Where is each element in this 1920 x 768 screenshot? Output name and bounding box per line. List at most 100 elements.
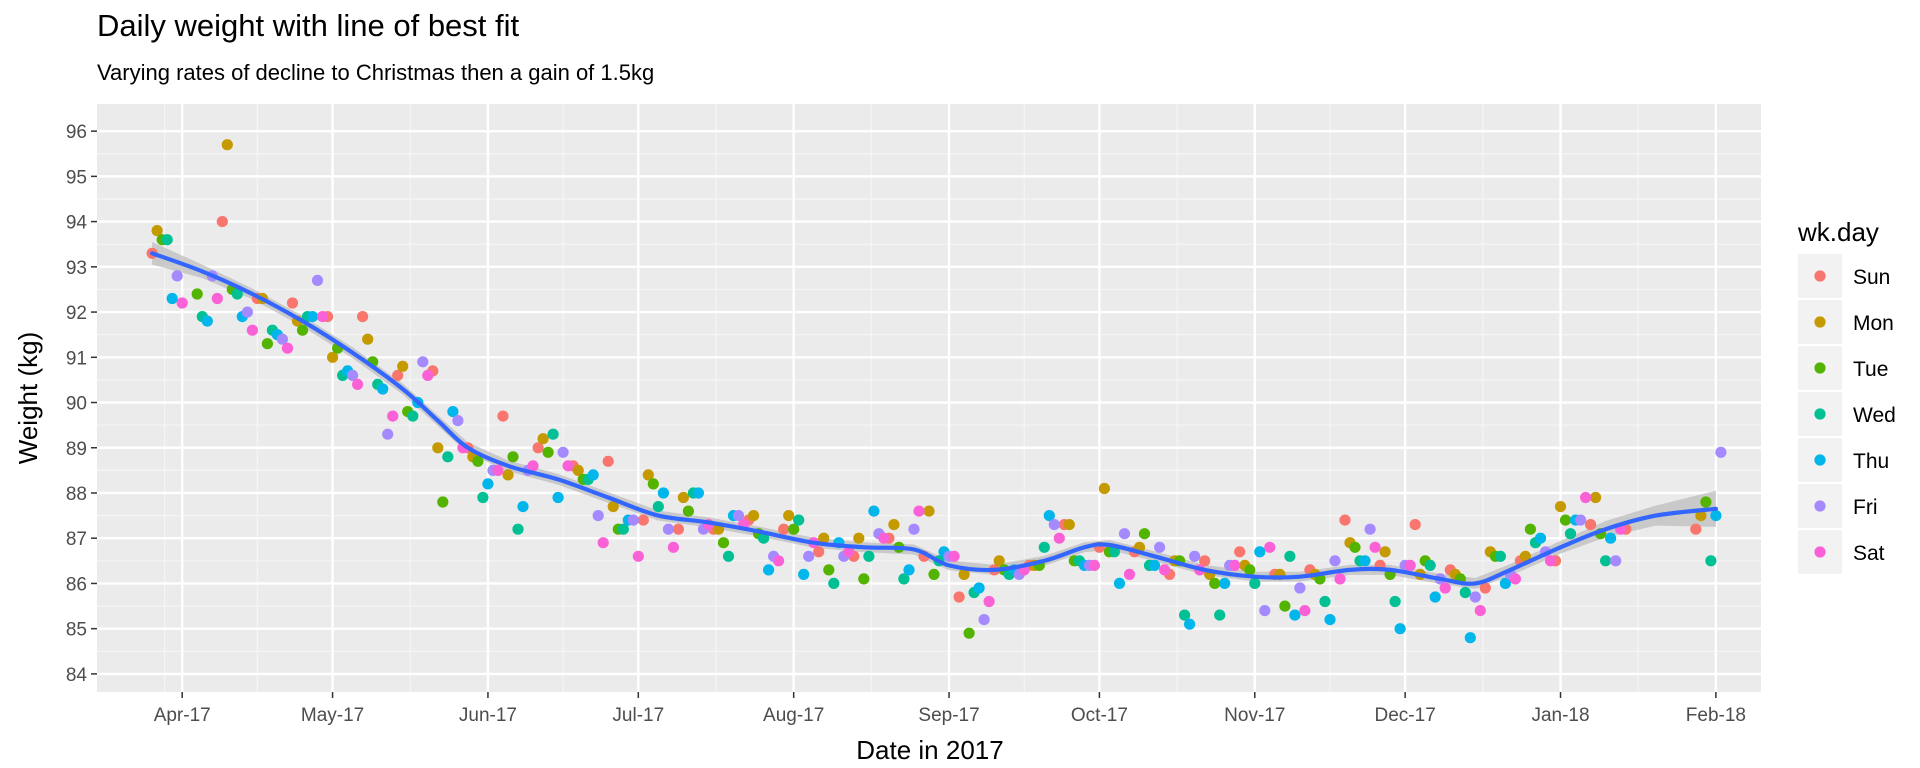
data-point-wed — [898, 573, 910, 585]
data-point-sat — [422, 369, 434, 381]
data-point-thu — [868, 505, 880, 517]
data-point-sun — [1690, 523, 1702, 535]
data-point-mon — [783, 509, 795, 522]
data-point-tue — [542, 446, 554, 458]
data-point-fri — [452, 415, 464, 427]
data-point-fri — [1364, 523, 1376, 535]
data-point-mon — [993, 555, 1005, 567]
data-point-tue — [296, 324, 309, 336]
data-point-sun — [637, 514, 649, 526]
data-point-sat — [632, 550, 644, 562]
data-point-fri — [1189, 550, 1201, 562]
y-tick-label: 84 — [66, 665, 88, 686]
data-point-wed — [617, 523, 629, 535]
data-point-sat — [1544, 555, 1557, 567]
data-point-mon — [151, 225, 163, 237]
data-point-thu — [903, 564, 915, 576]
chart-title: Daily weight with line of best fit — [97, 8, 520, 43]
data-point-tue — [437, 496, 449, 508]
y-tick-label: 88 — [66, 484, 87, 505]
data-point-thu — [1184, 618, 1196, 630]
data-point-wed — [1108, 546, 1120, 558]
data-point-sat — [1299, 605, 1311, 617]
data-point-fri — [382, 428, 394, 440]
data-point-sat — [1509, 573, 1521, 585]
x-tick-label: Jul-17 — [612, 705, 664, 726]
data-point-thu — [1148, 559, 1161, 572]
data-point-sat — [211, 292, 223, 305]
data-point-thu — [1219, 577, 1231, 590]
data-point-wed — [1564, 528, 1577, 540]
data-point-tue — [928, 568, 940, 581]
data-point-sat — [1369, 541, 1381, 553]
data-point-tue — [1279, 600, 1291, 612]
data-point-thu — [201, 315, 213, 327]
data-point-thu — [552, 491, 564, 504]
data-point-thu — [1534, 532, 1547, 544]
data-point-mon — [537, 433, 549, 445]
data-point-mon — [362, 333, 374, 345]
data-point-thu — [1710, 509, 1722, 522]
smooth-line-group — [150, 251, 1718, 586]
data-point-fri — [1610, 555, 1622, 567]
data-point-thu — [377, 383, 389, 395]
data-point-sat — [1439, 582, 1451, 594]
legend-title: wk.day — [1797, 217, 1879, 247]
data-point-sat — [246, 324, 258, 336]
data-point-mon — [677, 491, 690, 504]
data-point-mon — [397, 360, 409, 372]
data-point-sat — [316, 311, 329, 323]
data-point-thu — [692, 487, 705, 499]
data-point-tue — [717, 537, 730, 549]
data-point-wed — [1179, 609, 1191, 621]
data-point-thu — [517, 501, 529, 513]
data-point-mon — [958, 568, 970, 581]
data-point-fri — [1259, 605, 1271, 617]
data-point-tue — [647, 478, 659, 490]
data-point-sat — [667, 541, 680, 553]
data-point-thu — [1499, 577, 1511, 590]
data-point-tue — [963, 627, 975, 639]
data-point-sat — [773, 555, 785, 567]
data-point-tue — [1700, 496, 1712, 508]
y-tick-label: 94 — [66, 213, 88, 234]
data-point-wed — [1424, 559, 1436, 572]
data-point-fri — [171, 270, 183, 282]
data-point-sat — [1123, 568, 1136, 581]
data-point-mon — [502, 469, 514, 481]
data-point-fri — [1575, 514, 1587, 526]
data-point-sun — [216, 216, 228, 228]
legend-swatch-wed — [1814, 408, 1826, 420]
legend-label-fri: Fri — [1853, 496, 1878, 519]
y-tick-label: 86 — [66, 574, 87, 595]
data-point-sat — [1334, 573, 1346, 585]
x-tick-label: Nov-17 — [1224, 705, 1285, 726]
data-point-sat — [492, 464, 504, 476]
data-point-thu — [973, 582, 985, 594]
data-point-tue — [1559, 514, 1572, 526]
legend-label-wed: Wed — [1853, 404, 1896, 427]
data-point-sat — [1159, 564, 1171, 576]
data-point-mon — [1098, 482, 1110, 495]
legend-label-mon: Mon — [1853, 312, 1894, 335]
data-point-sat — [281, 342, 294, 354]
x-tick-label: May-17 — [301, 705, 364, 726]
data-point-wed — [1389, 595, 1401, 608]
data-point-wed — [793, 514, 805, 526]
data-point-wed — [863, 550, 875, 562]
data-point-thu — [1324, 614, 1336, 626]
data-point-sat — [1229, 559, 1241, 572]
data-point-sun — [813, 546, 825, 558]
data-point-sat — [1053, 532, 1065, 544]
data-point-wed — [1284, 550, 1296, 562]
data-point-wed — [1038, 541, 1050, 553]
data-point-sun — [778, 523, 790, 535]
data-point-wed — [758, 532, 770, 544]
data-point-sun — [1479, 582, 1491, 594]
data-point-sat — [983, 595, 995, 608]
data-point-thu — [482, 478, 494, 490]
data-point-thu — [447, 406, 459, 418]
data-point-fri — [417, 356, 429, 368]
data-point-wed — [1705, 555, 1717, 567]
y-tick-label: 96 — [66, 122, 87, 143]
